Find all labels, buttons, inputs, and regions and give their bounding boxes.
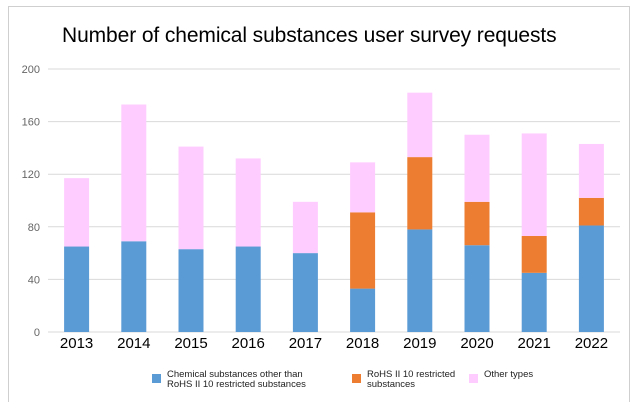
x-tick-label: 2013 (60, 335, 93, 352)
bar-2014-series-1 (121, 241, 146, 332)
bar-2021-series-2 (522, 236, 547, 273)
bar-2017-series-3 (293, 202, 318, 253)
legend-swatch-other-chemicals (152, 374, 161, 383)
y-axis-ticks: 0 40 80 120 160 200 (22, 64, 40, 339)
x-tick-label: 2020 (460, 335, 493, 352)
bar-2014-series-3 (121, 105, 146, 242)
legend-swatch-rohs (352, 374, 361, 383)
bar-2022-series-3 (579, 144, 604, 198)
bar-2019-series-2 (407, 157, 432, 229)
bar-2016-series-1 (236, 247, 261, 332)
x-tick-label: 2014 (117, 335, 150, 352)
y-tick-label: 40 (28, 274, 40, 286)
x-tick-label: 2019 (403, 335, 436, 352)
x-tick-label: 2016 (232, 335, 265, 352)
y-tick-label: 120 (22, 169, 40, 181)
x-axis-ticks: 2013 2014 2015 2016 2017 2018 2019 2020 2021 2022 (60, 335, 608, 352)
bar-2019-series-3 (407, 93, 432, 157)
x-tick-label: 2015 (174, 335, 207, 352)
legend-item-rohs: RoHS II 10 restricted substances (352, 370, 455, 390)
x-tick-label: 2022 (575, 335, 608, 352)
bar-2016-series-3 (236, 158, 261, 246)
legend-label-other-types: Other types (484, 370, 533, 380)
bar-2017-series-1 (293, 253, 318, 332)
bar-2018-series-3 (350, 162, 375, 212)
x-tick-label: 2017 (289, 335, 322, 352)
bar-2015-series-1 (179, 249, 204, 332)
x-tick-label: 2021 (518, 335, 551, 352)
bar-2020-series-2 (465, 202, 490, 245)
bar-2021-series-1 (522, 273, 547, 332)
bar-2013-series-3 (64, 178, 89, 246)
bar-2022-series-2 (579, 198, 604, 226)
bar-2021-series-3 (522, 133, 547, 236)
y-tick-label: 80 (28, 222, 40, 234)
bar-2020-series-3 (465, 135, 490, 202)
bar-2018-series-1 (350, 289, 375, 332)
legend-label-other-chemicals: Chemical substances other than RoHS II 1… (167, 370, 306, 390)
y-tick-label: 200 (22, 64, 40, 76)
bar-2020-series-1 (465, 245, 490, 332)
legend-label-line: substances (367, 380, 455, 390)
bar-2022-series-1 (579, 225, 604, 332)
bar-2019-series-1 (407, 229, 432, 332)
bar-2015-series-3 (179, 147, 204, 250)
legend-label-line: Other types (484, 370, 533, 380)
y-tick-label: 0 (34, 327, 40, 339)
legend-swatch-other-types (469, 374, 478, 383)
bar-2018-series-2 (350, 212, 375, 288)
x-tick-label: 2018 (346, 335, 379, 352)
bars (64, 93, 604, 332)
legend-item-other-chemicals: Chemical substances other than RoHS II 1… (152, 370, 306, 390)
y-tick-label: 160 (22, 117, 40, 129)
bar-2013-series-1 (64, 247, 89, 332)
legend-label-line: RoHS II 10 restricted substances (167, 380, 306, 390)
legend-item-other-types: Other types (469, 370, 533, 383)
legend: Chemical substances other than RoHS II 1… (0, 370, 640, 396)
legend-label-rohs: RoHS II 10 restricted substances (367, 370, 455, 390)
